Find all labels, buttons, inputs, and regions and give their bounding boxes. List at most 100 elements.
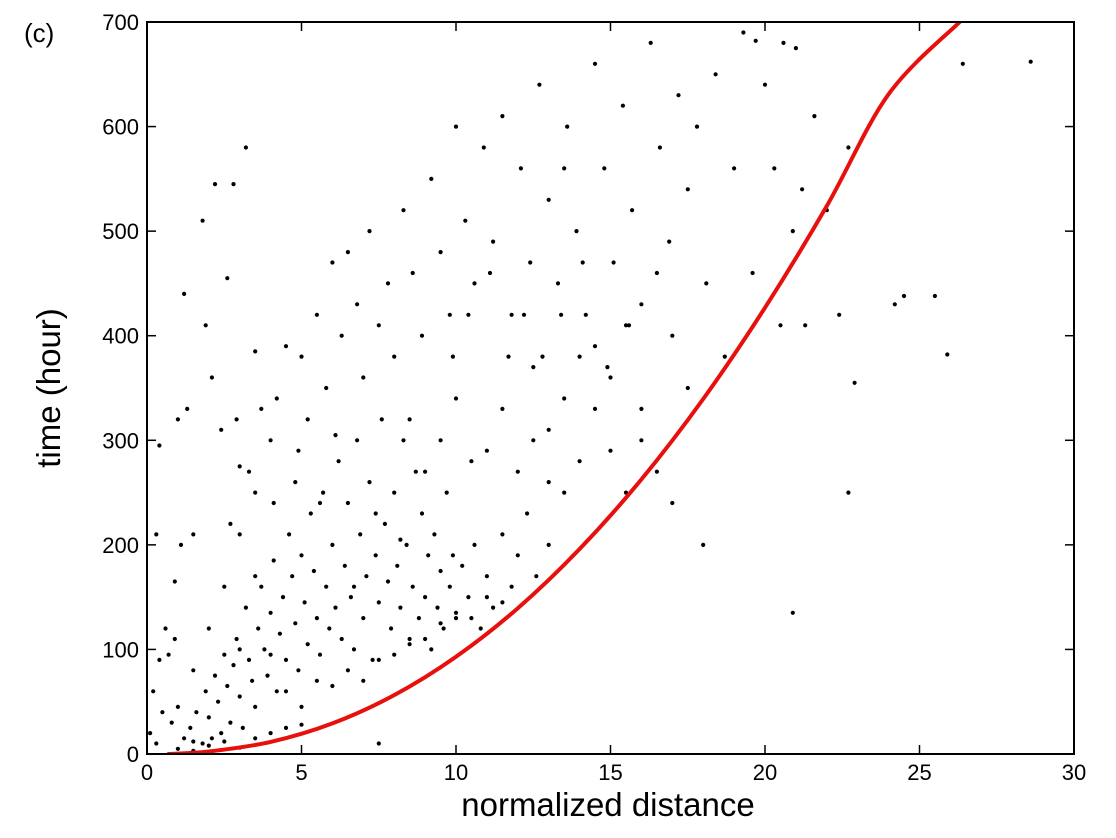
- scatter-point: [268, 652, 273, 657]
- scatter-point: [620, 103, 626, 108]
- scatter-point: [274, 689, 279, 694]
- scatter-point: [317, 652, 323, 657]
- scatter-point: [209, 736, 214, 741]
- scatter-point: [960, 61, 965, 66]
- scatter-point: [330, 683, 335, 689]
- scatter-point: [423, 469, 428, 474]
- scatter-point: [296, 668, 301, 673]
- scatter-point: [392, 490, 397, 495]
- scatter-point: [657, 145, 663, 150]
- scatter-point: [370, 657, 375, 663]
- scatter-point: [772, 166, 777, 171]
- fit-curve-layer: [166, 22, 962, 754]
- scatter-point: [491, 239, 496, 244]
- scatter-point: [531, 365, 536, 370]
- scatter-point: [222, 739, 227, 744]
- scatter-point: [345, 500, 350, 506]
- scatter-point: [438, 250, 443, 255]
- scatter-point: [515, 553, 520, 558]
- x-tick-label: 20: [753, 760, 777, 785]
- scatter-point: [392, 354, 397, 359]
- scatter-point: [667, 239, 672, 244]
- scatter-point: [481, 145, 486, 150]
- scatter-point: [419, 511, 425, 516]
- scatter-point: [212, 673, 218, 678]
- scatter-point: [379, 417, 384, 422]
- scatter-point: [216, 699, 221, 704]
- scatter-point: [395, 563, 400, 568]
- scatter-point: [484, 574, 489, 579]
- scatter-point: [450, 354, 455, 359]
- scatter-point: [534, 574, 539, 579]
- scatter-point: [472, 542, 477, 548]
- scatter-point: [812, 114, 817, 119]
- scatter-point: [605, 365, 610, 370]
- scatter-point: [237, 464, 242, 469]
- scatter-point: [435, 605, 440, 610]
- scatter-point: [803, 323, 808, 328]
- scatter-point: [580, 260, 585, 265]
- scatter-point: [376, 657, 381, 663]
- scatter-point: [253, 736, 258, 741]
- scatter-point: [237, 647, 242, 652]
- scatter-point: [518, 166, 524, 171]
- scatter-point: [385, 281, 391, 286]
- scatter-point: [345, 668, 350, 673]
- y-tick-label: 200: [102, 533, 139, 558]
- scatter-point: [577, 354, 582, 359]
- scatter-point: [259, 584, 264, 589]
- scatter-point: [945, 352, 950, 357]
- scatter-point: [460, 563, 465, 568]
- scatter-point: [546, 480, 551, 485]
- scatter-point: [222, 652, 227, 657]
- scatter-point: [423, 595, 428, 600]
- fit-curve: [166, 22, 962, 754]
- y-tick-label: 0: [127, 742, 139, 767]
- x-tick-label: 15: [598, 760, 622, 785]
- scatter-point: [348, 595, 353, 600]
- scatter-point: [654, 469, 660, 474]
- scatter-point: [256, 626, 261, 631]
- scatter-point: [407, 636, 412, 642]
- scatter-point: [296, 448, 301, 453]
- scatter-point: [225, 683, 230, 689]
- scatter-point: [410, 270, 415, 276]
- scatter-point: [246, 469, 252, 474]
- scatter-point: [175, 704, 180, 710]
- x-tick-label: 10: [444, 760, 468, 785]
- scatter-point: [846, 490, 851, 495]
- scatter-point: [185, 406, 190, 411]
- scatter-point: [203, 689, 208, 694]
- scatter-point: [342, 563, 347, 568]
- x-tick-label: 30: [1062, 760, 1086, 785]
- scatter-point: [299, 354, 304, 359]
- scatter-point: [670, 500, 675, 506]
- scatter-point: [506, 354, 511, 359]
- scatter-point: [892, 302, 897, 307]
- scatter-point: [722, 354, 727, 359]
- scatter-point: [157, 657, 162, 663]
- scatter-point: [429, 647, 434, 652]
- scatter-point: [327, 626, 332, 631]
- scatter-point: [531, 438, 536, 443]
- scatter-point: [509, 312, 514, 317]
- scatter-point: [324, 385, 329, 391]
- scatter-point: [157, 443, 162, 448]
- scatter-point: [562, 166, 567, 171]
- scatter-point: [685, 187, 690, 192]
- scatter-point: [172, 579, 177, 584]
- scatter-point: [469, 459, 474, 464]
- scatter-point: [314, 616, 319, 621]
- scatter-point: [259, 406, 264, 411]
- scatter-point: [592, 61, 598, 66]
- scatter-point: [852, 380, 857, 385]
- scatter-point: [546, 542, 551, 548]
- scatter-point: [250, 678, 255, 683]
- scatter-point: [623, 323, 629, 328]
- scatter-point: [559, 312, 564, 317]
- scatter-point: [500, 114, 505, 119]
- scatter-point: [166, 652, 171, 657]
- scatter-point: [311, 568, 316, 574]
